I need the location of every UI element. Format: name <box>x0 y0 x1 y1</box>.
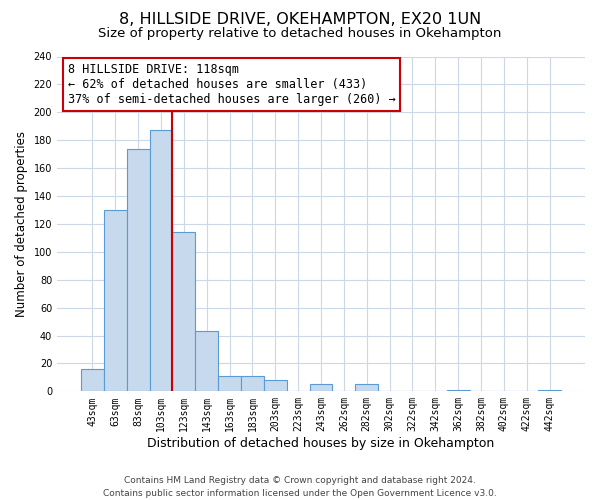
Bar <box>81 369 104 392</box>
Bar <box>172 232 196 392</box>
Text: Size of property relative to detached houses in Okehampton: Size of property relative to detached ho… <box>98 28 502 40</box>
Bar <box>310 384 332 392</box>
Bar <box>127 148 149 392</box>
Bar <box>538 390 561 392</box>
Bar <box>196 332 218 392</box>
Y-axis label: Number of detached properties: Number of detached properties <box>15 131 28 317</box>
Bar <box>355 384 378 392</box>
Bar <box>241 376 264 392</box>
Bar <box>104 210 127 392</box>
Text: 8, HILLSIDE DRIVE, OKEHAMPTON, EX20 1UN: 8, HILLSIDE DRIVE, OKEHAMPTON, EX20 1UN <box>119 12 481 28</box>
Text: 8 HILLSIDE DRIVE: 118sqm
← 62% of detached houses are smaller (433)
37% of semi-: 8 HILLSIDE DRIVE: 118sqm ← 62% of detach… <box>68 63 395 106</box>
Bar <box>264 380 287 392</box>
Text: Contains HM Land Registry data © Crown copyright and database right 2024.
Contai: Contains HM Land Registry data © Crown c… <box>103 476 497 498</box>
Bar <box>218 376 241 392</box>
X-axis label: Distribution of detached houses by size in Okehampton: Distribution of detached houses by size … <box>148 437 494 450</box>
Bar <box>149 130 172 392</box>
Bar <box>447 390 470 392</box>
